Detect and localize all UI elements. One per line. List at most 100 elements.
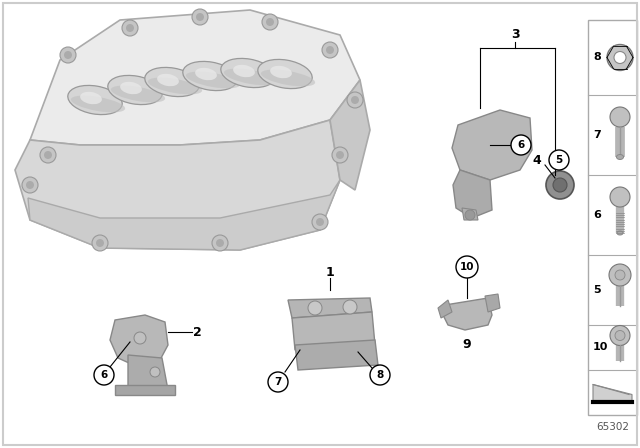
Text: 10: 10 [593, 343, 609, 353]
Circle shape [610, 187, 630, 207]
Text: 5: 5 [556, 155, 563, 165]
Ellipse shape [120, 82, 142, 94]
Ellipse shape [80, 92, 102, 104]
Circle shape [192, 9, 208, 25]
Circle shape [615, 331, 625, 340]
Circle shape [316, 218, 324, 226]
Circle shape [60, 47, 76, 63]
Circle shape [610, 107, 630, 127]
Circle shape [150, 367, 160, 377]
Text: 5: 5 [593, 285, 600, 295]
Polygon shape [30, 10, 360, 145]
Circle shape [465, 210, 475, 220]
Circle shape [26, 181, 34, 189]
Circle shape [312, 214, 328, 230]
Ellipse shape [224, 69, 278, 86]
Circle shape [553, 178, 567, 192]
Text: 2: 2 [193, 326, 202, 339]
Circle shape [370, 365, 390, 385]
Polygon shape [593, 384, 632, 401]
Circle shape [122, 20, 138, 36]
Polygon shape [295, 340, 378, 370]
Circle shape [322, 42, 338, 58]
Circle shape [92, 235, 108, 251]
Circle shape [94, 365, 114, 385]
Circle shape [326, 46, 334, 54]
Circle shape [40, 147, 56, 163]
Ellipse shape [233, 65, 255, 77]
Polygon shape [453, 170, 492, 218]
Ellipse shape [616, 155, 623, 159]
Ellipse shape [186, 72, 240, 88]
Circle shape [332, 147, 348, 163]
Ellipse shape [157, 74, 179, 86]
Circle shape [336, 151, 344, 159]
Circle shape [126, 24, 134, 32]
Text: 4: 4 [532, 154, 541, 167]
Polygon shape [462, 208, 478, 220]
Polygon shape [443, 298, 492, 330]
Circle shape [96, 239, 104, 247]
Circle shape [216, 239, 224, 247]
Ellipse shape [221, 58, 275, 88]
Circle shape [456, 256, 478, 278]
Text: 8: 8 [593, 52, 601, 63]
Ellipse shape [617, 231, 623, 235]
Ellipse shape [270, 66, 292, 78]
Ellipse shape [108, 75, 162, 104]
Text: 6: 6 [593, 210, 601, 220]
Circle shape [266, 18, 274, 26]
FancyBboxPatch shape [588, 20, 637, 415]
Circle shape [546, 171, 574, 199]
Ellipse shape [68, 86, 122, 115]
Circle shape [609, 264, 631, 286]
Ellipse shape [145, 67, 199, 97]
Ellipse shape [111, 86, 165, 103]
Polygon shape [15, 120, 340, 250]
Polygon shape [485, 294, 500, 312]
Circle shape [308, 301, 322, 315]
Text: 8: 8 [376, 370, 383, 380]
Polygon shape [330, 80, 370, 190]
Polygon shape [452, 110, 532, 180]
Circle shape [196, 13, 204, 21]
Text: 1: 1 [326, 266, 334, 279]
Circle shape [134, 332, 146, 344]
Text: 10: 10 [460, 262, 474, 272]
Circle shape [615, 270, 625, 280]
Ellipse shape [148, 78, 202, 95]
Polygon shape [28, 180, 340, 250]
Circle shape [607, 44, 633, 70]
Circle shape [549, 150, 569, 170]
Ellipse shape [183, 61, 237, 90]
Circle shape [351, 96, 359, 104]
Circle shape [268, 372, 288, 392]
Circle shape [22, 177, 38, 193]
Ellipse shape [71, 95, 125, 112]
Polygon shape [288, 298, 372, 318]
Circle shape [262, 14, 278, 30]
Circle shape [610, 326, 630, 345]
Polygon shape [438, 300, 452, 318]
Text: 6: 6 [100, 370, 108, 380]
Text: 9: 9 [463, 339, 471, 352]
Text: 3: 3 [511, 29, 519, 42]
Text: 7: 7 [275, 377, 282, 387]
Ellipse shape [195, 68, 217, 80]
Circle shape [44, 151, 52, 159]
Polygon shape [292, 312, 375, 350]
Text: 6: 6 [517, 140, 525, 150]
Polygon shape [128, 355, 168, 390]
Circle shape [343, 300, 357, 314]
Ellipse shape [261, 69, 315, 86]
Circle shape [212, 235, 228, 251]
Text: 7: 7 [593, 130, 601, 140]
Circle shape [347, 92, 363, 108]
Polygon shape [110, 315, 168, 368]
Circle shape [511, 135, 531, 155]
Circle shape [614, 52, 626, 64]
Polygon shape [115, 385, 175, 395]
Text: 65302: 65302 [596, 422, 629, 432]
Circle shape [64, 51, 72, 59]
Ellipse shape [258, 60, 312, 89]
